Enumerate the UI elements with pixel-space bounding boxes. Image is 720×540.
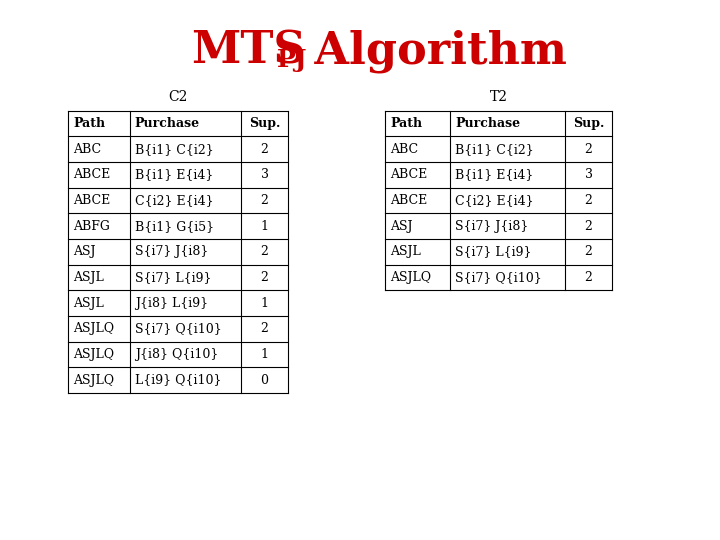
Text: Algorithm: Algorithm — [299, 30, 567, 73]
Text: 2: 2 — [261, 194, 269, 207]
Text: B{i1} G{i5}: B{i1} G{i5} — [135, 220, 214, 233]
Text: J{i8} Q{i10}: J{i8} Q{i10} — [135, 348, 218, 361]
Text: B{i1} E{i4}: B{i1} E{i4} — [135, 168, 213, 181]
Text: Path: Path — [390, 117, 423, 130]
Text: ASJL: ASJL — [390, 245, 421, 258]
Text: J{i8} L{i9}: J{i8} L{i9} — [135, 296, 208, 309]
Text: ASJL: ASJL — [73, 296, 104, 309]
Text: C{i2} E{i4}: C{i2} E{i4} — [455, 194, 534, 207]
Text: 2: 2 — [261, 143, 269, 156]
Text: Sup.: Sup. — [249, 117, 280, 130]
Text: T2: T2 — [490, 90, 508, 104]
Text: 1: 1 — [261, 220, 269, 233]
Text: ASJ: ASJ — [73, 245, 96, 258]
Text: 0: 0 — [261, 374, 269, 387]
Text: 2: 2 — [261, 245, 269, 258]
Text: ABCE: ABCE — [73, 194, 111, 207]
Text: ASJLQ: ASJLQ — [73, 348, 114, 361]
Text: Path: Path — [73, 117, 106, 130]
Text: Purchase: Purchase — [135, 117, 199, 130]
Text: 3: 3 — [261, 168, 269, 181]
Text: MTS: MTS — [191, 30, 305, 73]
Text: 2: 2 — [261, 322, 269, 335]
Text: 3: 3 — [585, 168, 593, 181]
Text: B{i1} E{i4}: B{i1} E{i4} — [455, 168, 534, 181]
Text: ABCE: ABCE — [390, 168, 428, 181]
Text: 2: 2 — [585, 194, 593, 207]
Text: ABFG: ABFG — [73, 220, 110, 233]
Text: B{i1} C{i2}: B{i1} C{i2} — [135, 143, 213, 156]
Text: ASJLQ: ASJLQ — [73, 374, 114, 387]
Text: ASJLQ: ASJLQ — [73, 322, 114, 335]
Text: 2: 2 — [261, 271, 269, 284]
Text: 2: 2 — [585, 143, 593, 156]
Text: Sup.: Sup. — [573, 117, 604, 130]
Text: L{i9} Q{i10}: L{i9} Q{i10} — [135, 374, 221, 387]
Text: S{i7} J{i8}: S{i7} J{i8} — [455, 220, 528, 233]
Text: ASJ: ASJ — [390, 220, 413, 233]
Text: S{i7} J{i8}: S{i7} J{i8} — [135, 245, 208, 258]
Text: S{i7} Q{i10}: S{i7} Q{i10} — [455, 271, 541, 284]
Text: ASJLQ: ASJLQ — [390, 271, 431, 284]
Text: 2: 2 — [585, 220, 593, 233]
Text: ABCE: ABCE — [73, 168, 111, 181]
Text: 2: 2 — [585, 245, 593, 258]
Text: C2: C2 — [168, 90, 188, 104]
Text: 1: 1 — [261, 296, 269, 309]
Text: ABC: ABC — [390, 143, 418, 156]
Text: S{i7} L{i9}: S{i7} L{i9} — [135, 271, 211, 284]
Text: ASJL: ASJL — [73, 271, 104, 284]
Text: Purchase: Purchase — [455, 117, 520, 130]
Text: PJ: PJ — [277, 49, 308, 72]
Text: S{i7} L{i9}: S{i7} L{i9} — [455, 245, 531, 258]
Text: 1: 1 — [261, 348, 269, 361]
Text: B{i1} C{i2}: B{i1} C{i2} — [455, 143, 534, 156]
Text: 2: 2 — [585, 271, 593, 284]
Text: C{i2} E{i4}: C{i2} E{i4} — [135, 194, 213, 207]
Text: ABCE: ABCE — [390, 194, 428, 207]
Text: ABC: ABC — [73, 143, 102, 156]
Text: S{i7} Q{i10}: S{i7} Q{i10} — [135, 322, 221, 335]
